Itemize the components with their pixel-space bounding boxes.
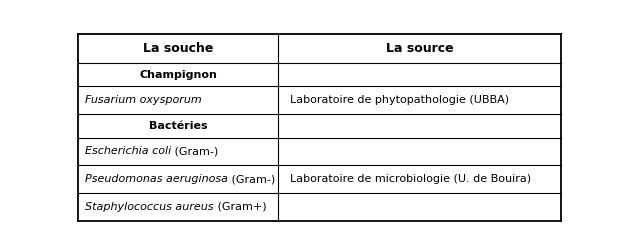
Text: (Gram-): (Gram-) (171, 146, 219, 156)
Text: Fusarium oxysporum: Fusarium oxysporum (85, 95, 202, 105)
Text: Staphylococcus aureus: Staphylococcus aureus (85, 202, 214, 212)
Text: Laboratoire de phytopathologie (UBBA): Laboratoire de phytopathologie (UBBA) (290, 95, 510, 105)
Text: Laboratoire de microbiologie (U. de Bouira): Laboratoire de microbiologie (U. de Boui… (290, 174, 531, 184)
Text: La souche: La souche (143, 42, 213, 55)
Text: Bactéries: Bactéries (149, 121, 207, 131)
Text: (Gram+): (Gram+) (214, 202, 266, 212)
Text: Champignon: Champignon (139, 70, 217, 80)
Text: Pseudomonas aeruginosa: Pseudomonas aeruginosa (85, 174, 228, 184)
Text: (Gram-): (Gram-) (228, 174, 275, 184)
Text: La source: La source (386, 42, 454, 55)
Text: Escherichia coli: Escherichia coli (85, 146, 171, 156)
